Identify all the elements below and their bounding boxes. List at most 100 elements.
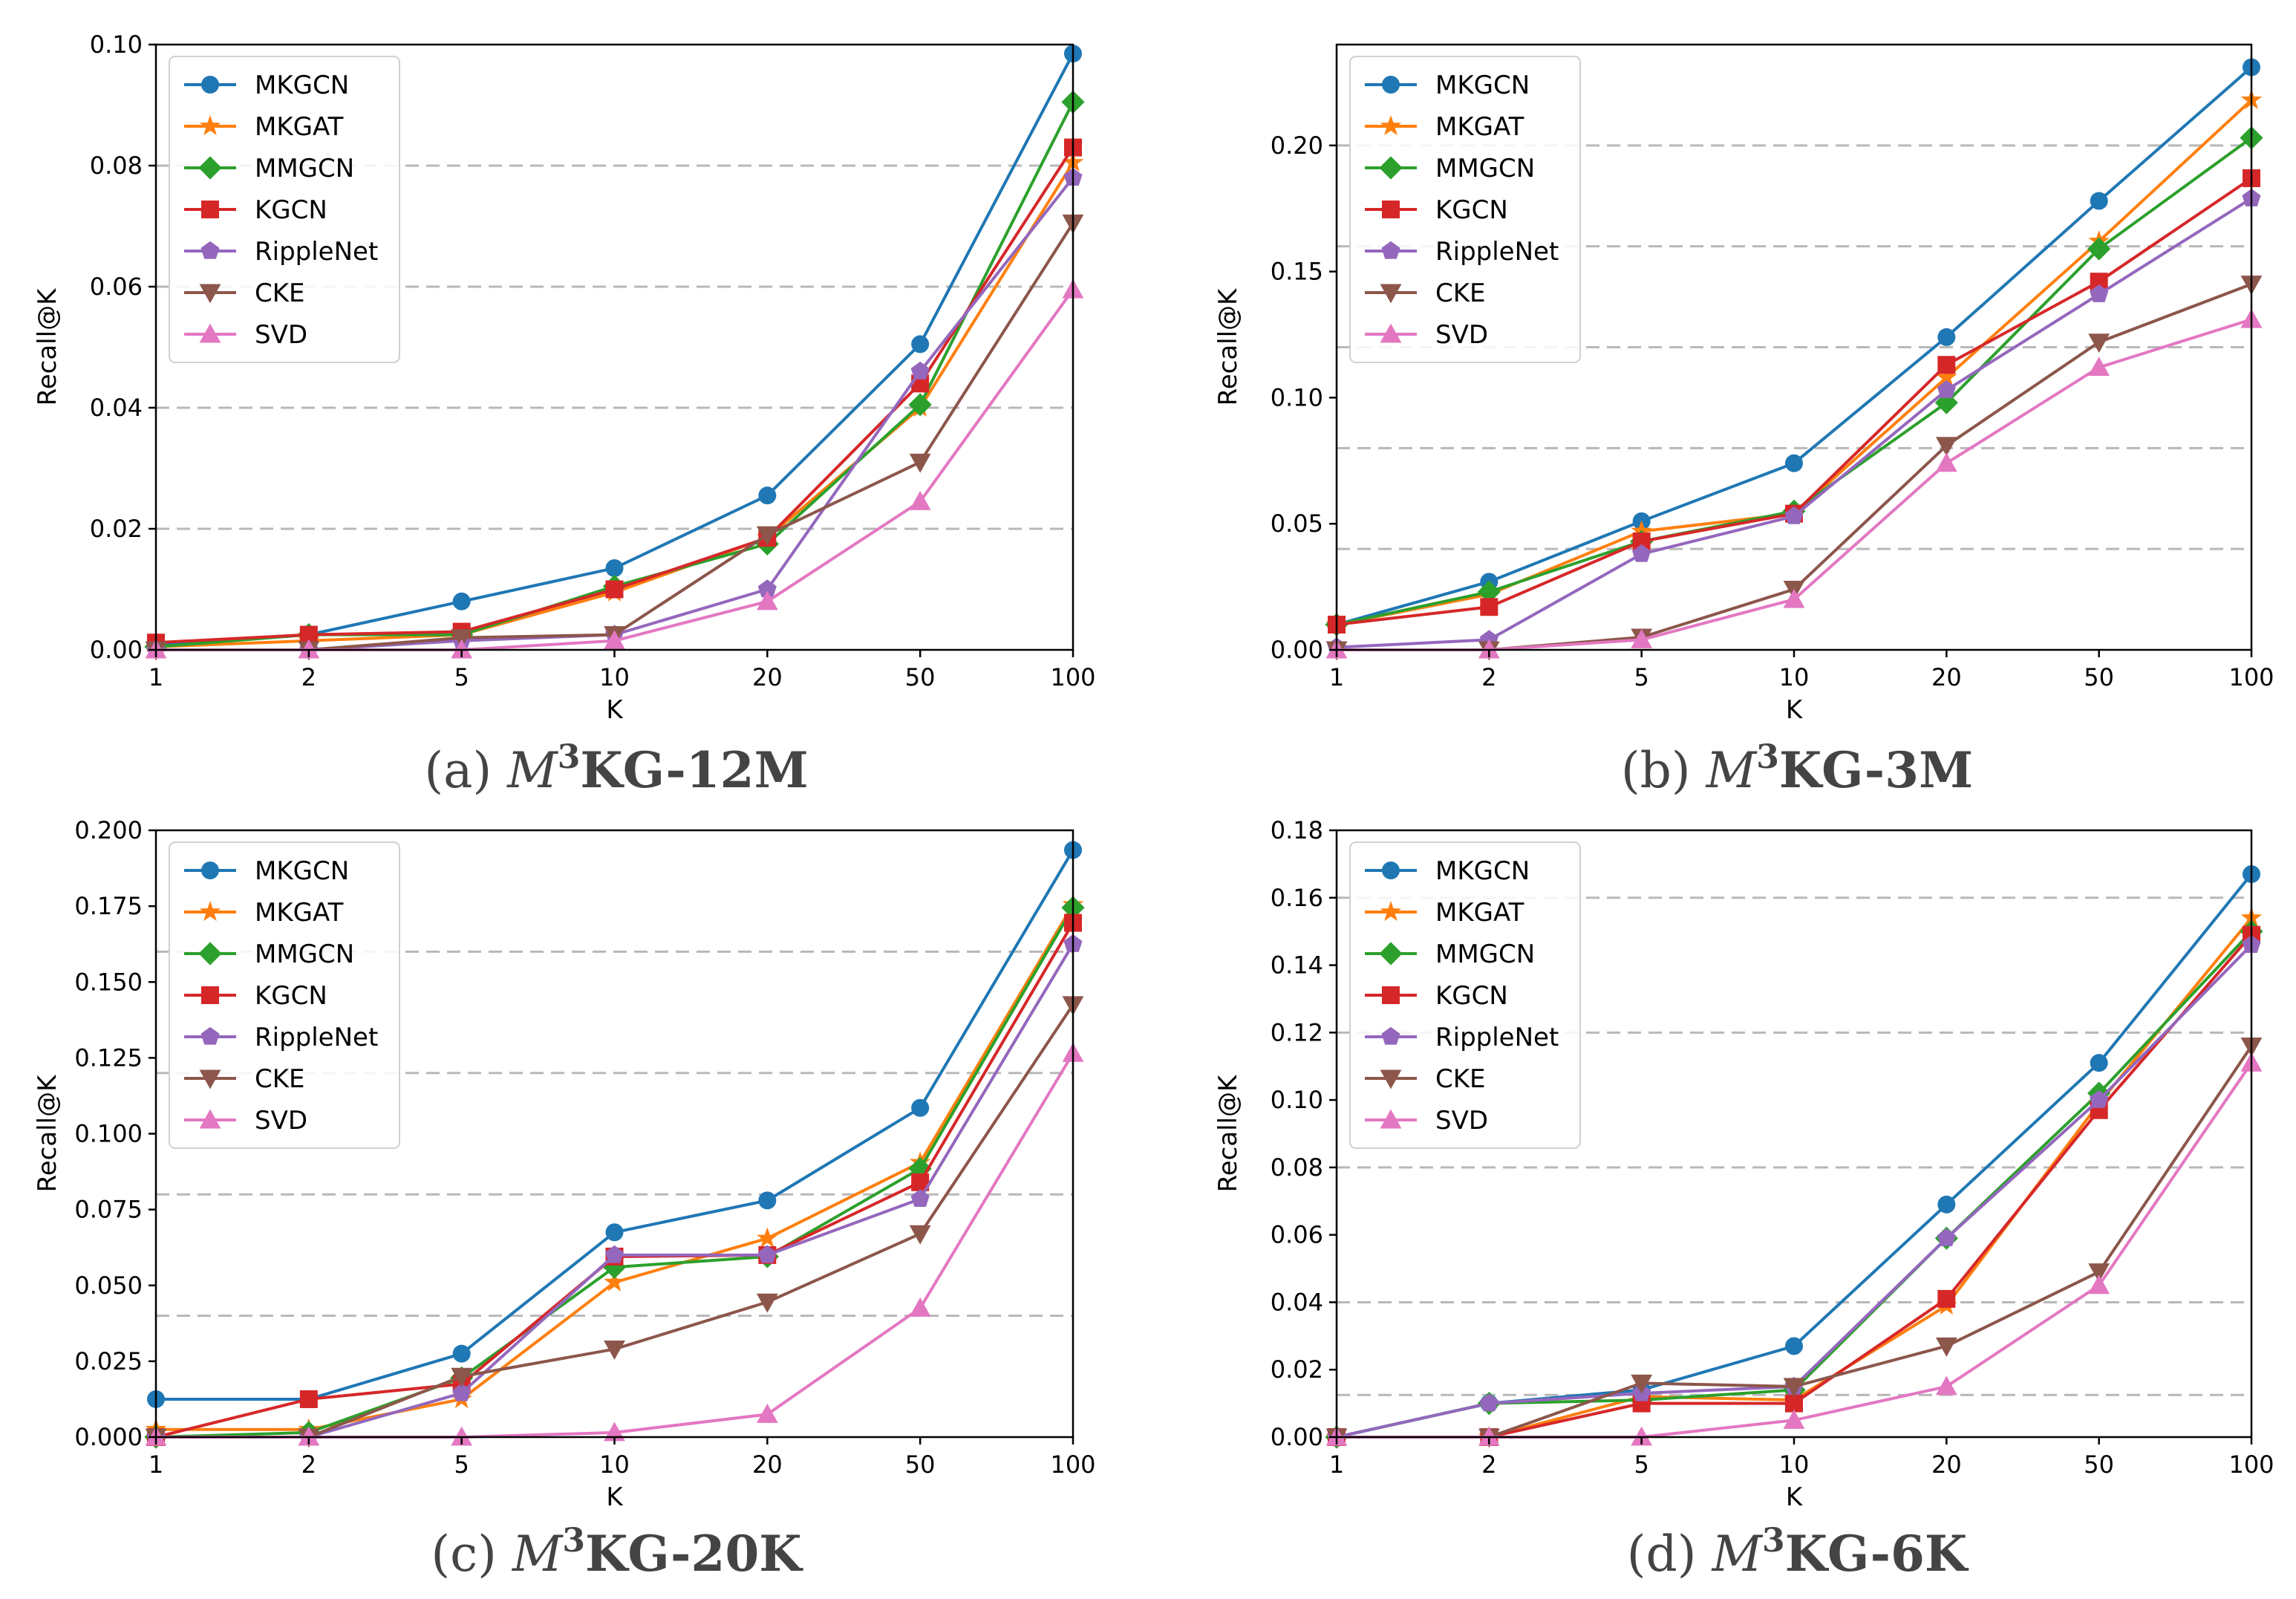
x-tick-label: 50 [2084, 1450, 2114, 1479]
y-tick-label: 0.175 [74, 892, 143, 920]
legend-label: MKGAT [255, 112, 344, 142]
panel-caption: (b) M3KG-3M [1621, 738, 1973, 799]
data-point-ripplenet [910, 1189, 930, 1208]
data-point-ripplenet [604, 1245, 624, 1263]
y-tick-label: 0.20 [1271, 131, 1323, 160]
legend-entry-cke: CKE [1365, 279, 1486, 308]
legend: MKGCN MKGAT MMGCN KGCN RippleNet CKE SVD [1349, 56, 1581, 363]
data-point-mmgcn [602, 1255, 627, 1279]
y-tick-label: 0.050 [74, 1271, 143, 1300]
legend-label: RippleNet [1435, 237, 1559, 267]
legend-label: MKGCN [1435, 71, 1530, 100]
legend-label: KGCN [255, 981, 327, 1011]
data-point-svd [909, 490, 931, 510]
y-tick-label: 0.14 [1271, 951, 1323, 980]
legend-entry-kgcn: KGCN [184, 195, 327, 225]
data-point-ripplenet [757, 1245, 777, 1263]
legend-entry-mkgat: MKGAT [1365, 898, 1524, 928]
data-point-cke [2088, 1263, 2110, 1283]
data-point-cke [756, 1293, 778, 1313]
data-point-cke [451, 1367, 473, 1387]
legend-marker [201, 986, 219, 1004]
legend-marker [1380, 284, 1402, 304]
legend-marker [199, 1069, 221, 1090]
y-tick-label: 0.10 [1271, 383, 1323, 411]
legend-label: RippleNet [1435, 1023, 1559, 1052]
y-tick-label: 0.10 [1271, 1086, 1323, 1114]
y-tick-label: 0.02 [1271, 1355, 1323, 1384]
caption-suffix: KG-12M [580, 741, 808, 799]
data-point-mkgcn [1785, 1337, 1803, 1355]
legend-marker [1380, 115, 1402, 136]
y-tick-label: 0.200 [74, 816, 143, 844]
data-point-ripplenet [757, 579, 777, 598]
caption-superscript: 3 [1762, 1522, 1785, 1560]
legend-marker [1382, 986, 1400, 1004]
data-point-ripplenet [1632, 544, 1651, 562]
legend-entry-kgcn: KGCN [1365, 981, 1508, 1011]
legend-marker [1380, 1109, 1402, 1129]
legend-marker [1380, 901, 1402, 922]
data-point-svd [909, 1297, 931, 1317]
x-axis-label: K [1786, 1482, 1804, 1512]
x-tick-label: 2 [301, 663, 316, 691]
y-tick-label: 0.08 [1271, 1153, 1323, 1182]
x-axis-label: K [606, 695, 624, 725]
x-tick-label: 20 [752, 663, 783, 691]
data-point-svd [451, 1426, 473, 1446]
legend-marker [199, 901, 221, 922]
legend-label: CKE [1435, 279, 1486, 308]
legend-marker [1380, 1069, 1402, 1090]
data-point-svd [298, 1426, 320, 1446]
data-point-mkgcn [1937, 1195, 1956, 1214]
data-point-ripplenet [1937, 1228, 1956, 1246]
legend-marker [199, 115, 221, 136]
data-point-ripplenet [1937, 380, 1956, 398]
legend-entry-mkgat: MKGAT [184, 112, 344, 142]
legend-marker [1380, 323, 1402, 343]
legend-label: KGCN [1435, 195, 1508, 225]
x-axis-label: K [606, 1482, 624, 1512]
y-tick-label: 0.00 [1271, 636, 1323, 664]
legend-entry-svd: SVD [1365, 320, 1488, 350]
legend-entry-ripplenet: RippleNet [1365, 1023, 1559, 1052]
data-point-svd [1631, 1426, 1653, 1446]
data-point-mkgcn [2090, 192, 2108, 210]
data-point-mkgat [757, 1227, 778, 1248]
legend-entry-ripplenet: RippleNet [184, 1023, 378, 1052]
data-point-cke [1935, 437, 1957, 457]
data-point-cke [1783, 1378, 1805, 1398]
legend-entry-mmgcn: MMGCN [184, 939, 354, 969]
legend-label: RippleNet [255, 1023, 378, 1052]
chart-panel-c: 1 2 5 10 20 50 100 0.000 0.025 0.050 0.075 0.100 0.1… [33, 816, 1096, 1583]
legend-entry-cke: CKE [184, 1064, 305, 1094]
legend-marker [1381, 241, 1400, 259]
legend-entry-svd: SVD [1365, 1106, 1488, 1136]
chart-panel-a: 1 2 5 10 20 50 100 0.00 0.02 0.04 0.06 0.08 0.10 K Rec… [33, 30, 1096, 799]
legend-marker [199, 284, 221, 304]
x-tick-label: 20 [752, 1450, 783, 1479]
data-point-kgcn [1480, 598, 1498, 616]
caption-prefix: (b) [1621, 742, 1706, 799]
legend-marker [200, 241, 220, 259]
data-point-cke [909, 453, 931, 473]
caption-math: M [1706, 742, 1758, 799]
data-point-mkgcn [605, 558, 624, 577]
legend: MKGCN MKGAT MMGCN KGCN RippleNet CKE SVD [169, 56, 400, 363]
data-point-kgcn [1785, 1394, 1803, 1413]
y-tick-label: 0.150 [74, 968, 143, 996]
y-tick-label: 0.02 [90, 515, 143, 543]
x-tick-label: 50 [905, 1450, 936, 1479]
caption-suffix: KG-20K [585, 1525, 803, 1583]
data-point-svd [1631, 629, 1653, 648]
y-axis-label: Recall@K [33, 287, 62, 406]
legend-label: SVD [255, 320, 307, 350]
y-tick-label: 0.08 [90, 152, 143, 180]
data-point-mkgcn [1785, 454, 1803, 472]
data-point-kgcn [299, 1390, 318, 1408]
legend-entry-mkgat: MKGAT [184, 898, 344, 928]
caption-prefix: (a) [424, 742, 507, 799]
legend-label: MKGAT [255, 898, 344, 928]
x-axis-label: K [1786, 695, 1804, 725]
